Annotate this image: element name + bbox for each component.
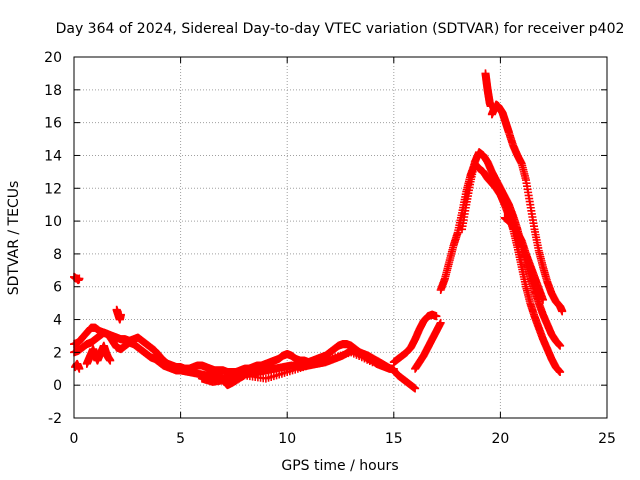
y-tick-label: 8 — [53, 247, 62, 263]
data-point-marker — [411, 384, 420, 393]
x-tick-label: 15 — [385, 431, 403, 447]
x-tick-label: 25 — [598, 431, 616, 447]
data-point-marker — [558, 307, 567, 316]
y-tick-label: 18 — [44, 83, 62, 99]
data-point-marker — [539, 295, 548, 304]
data-points — [70, 69, 567, 393]
y-tick-label: 2 — [53, 345, 62, 361]
y-tick-label: 4 — [53, 313, 62, 329]
y-tick-label: 6 — [53, 280, 62, 296]
x-tick-label: 20 — [491, 431, 509, 447]
x-axis-label: GPS time / hours — [281, 458, 398, 474]
y-tick-label: 14 — [44, 148, 62, 164]
y-tick-label: 0 — [53, 378, 62, 394]
data-point-marker — [432, 312, 441, 321]
x-tick-label: 0 — [70, 431, 79, 447]
y-tick-label: 10 — [44, 214, 62, 230]
y-tick-label: 20 — [44, 50, 62, 66]
data-point-marker — [75, 364, 84, 373]
chart-title: Day 364 of 2024, Sidereal Day-to-day VTE… — [56, 21, 625, 37]
data-point-marker — [436, 318, 445, 327]
plot-frame — [73, 56, 608, 419]
axis-ticks: 0 5 10 15 20 25 -2 0 2 4 6 8 10 12 14 16 18 20 — [44, 50, 616, 447]
data-point-marker — [368, 358, 377, 367]
data-point-marker — [116, 310, 125, 319]
data-point-marker — [75, 274, 84, 283]
y-tick-label: 12 — [44, 181, 62, 197]
data-point-marker — [556, 341, 565, 350]
x-tick-label: 10 — [278, 431, 296, 447]
data-point-marker — [556, 368, 565, 377]
y-tick-label: -2 — [48, 411, 62, 427]
y-axis-label: SDTVAR / TECUs — [6, 181, 22, 296]
y-tick-label: 16 — [44, 116, 62, 132]
data-point-marker — [106, 356, 115, 365]
x-tick-label: 5 — [176, 431, 185, 447]
